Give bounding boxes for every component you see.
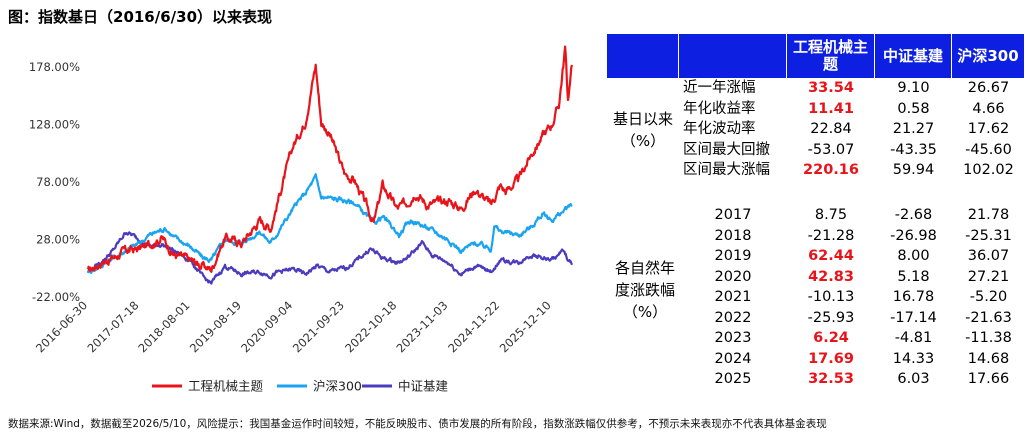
x-tick-label: 2020-09-04 [238, 298, 295, 355]
x-tick-label: 2019-08-19 [187, 298, 244, 355]
page-title: 图：指数基日（2016/6/30）以来表现 [8, 8, 273, 26]
row-label: 2023 [714, 330, 752, 346]
x-tick-label: 2022-10-18 [342, 298, 399, 355]
legend-label: 工程机械主题 [188, 379, 264, 394]
x-tick-label: 2023-11-03 [393, 298, 450, 355]
value-cell: -5.20 [969, 289, 1008, 305]
value-cell: -4.81 [894, 330, 933, 346]
x-tick-label: 2025-12-10 [497, 298, 554, 355]
value-cell: 14.33 [892, 350, 935, 367]
table-header-cell: 沪深300 [952, 34, 1025, 78]
series-line-1 [86, 173, 573, 274]
row-label: 区间最大回撤 [683, 141, 770, 158]
footer-note: 数据来源:Wind，数据截至2026/5/10，风险提示：我国基金运作时间较短，… [8, 418, 827, 430]
value-cell: -21.28 [807, 227, 855, 244]
y-tick-label: 78.00% [36, 175, 80, 189]
group-label: 各自然年度涨跌幅（%） [614, 259, 675, 321]
value-cell: 6.24 [813, 330, 849, 346]
value-cell: 102.02 [963, 162, 1014, 178]
value-cell: 9.10 [897, 80, 930, 96]
value-cell: 21.78 [967, 207, 1010, 223]
x-tick-label: 2016-06-30 [33, 298, 90, 355]
value-cell: 33.54 [808, 80, 854, 96]
value-cell: 16.78 [892, 289, 935, 305]
value-cell: -43.35 [890, 141, 937, 158]
x-tick-label: 2021-09-23 [290, 298, 347, 355]
value-cell: -21.63 [965, 309, 1012, 326]
value-cell: 0.58 [897, 100, 930, 117]
row-label: 2022 [714, 309, 752, 326]
row-label: 2018 [714, 227, 752, 244]
table-header-cell [679, 34, 787, 78]
row-label: 区间最大涨幅 [683, 162, 770, 178]
value-cell: -10.13 [807, 289, 855, 305]
value-cell: 17.66 [967, 371, 1010, 387]
group-label: 基日以来（%） [612, 110, 673, 150]
value-cell: -53.07 [807, 141, 855, 158]
value-cell: -26.98 [890, 227, 937, 244]
table-header-cell: 中证基建 [875, 34, 952, 78]
value-cell: 11.41 [808, 100, 854, 117]
row-label: 2025 [714, 371, 752, 387]
table-header-cell: 工程机械主题 [787, 34, 875, 78]
legend-label: 沪深300 [313, 379, 362, 394]
value-cell: 36.07 [967, 248, 1010, 264]
line-chart: 178.00% 128.00% 78.00% 28.00% -22.00% 2016-0… [29, 45, 574, 394]
value-cell: 220.16 [803, 162, 859, 178]
y-tick-label: -22.00% [32, 290, 80, 304]
row-label: 2024 [714, 350, 752, 367]
value-cell: 21.27 [892, 121, 935, 137]
row-label: 2017 [714, 207, 752, 223]
value-cell: 6.03 [897, 371, 930, 387]
value-cell: 42.83 [808, 268, 854, 285]
x-tick-label: 2024-11-22 [445, 298, 502, 355]
row-label: 年化波动率 [683, 121, 756, 137]
row-label: 近一年涨幅 [683, 80, 756, 96]
value-cell: 5.18 [897, 268, 930, 285]
legend-label: 中证基建 [398, 379, 449, 394]
value-cell: 26.67 [967, 80, 1010, 96]
value-cell: -45.60 [965, 141, 1012, 158]
y-tick-label: 178.00% [29, 60, 80, 74]
value-cell: 22.84 [810, 121, 852, 137]
value-cell: 4.66 [972, 100, 1005, 117]
row-label: 2020 [714, 268, 752, 285]
value-cell: 17.62 [967, 121, 1010, 137]
value-cell: -11.38 [965, 330, 1012, 346]
value-cell: 62.44 [808, 248, 854, 264]
value-cell: 27.21 [967, 268, 1010, 285]
value-cell: -17.14 [890, 309, 937, 326]
value-cell: 59.94 [892, 162, 935, 178]
value-cell: 8.00 [897, 248, 930, 264]
y-tick-label: 28.00% [36, 233, 80, 247]
series-line-0 [86, 45, 574, 273]
value-cell: -2.68 [894, 207, 933, 223]
value-cell: 14.68 [967, 350, 1010, 367]
table-header-cell [607, 34, 679, 78]
x-tick-label: 2018-08-01 [135, 298, 192, 355]
row-label: 2021 [714, 289, 752, 305]
x-tick-label: 2017-07-18 [84, 298, 141, 355]
value-cell: -25.93 [807, 309, 855, 326]
value-cell: 8.75 [814, 207, 848, 223]
value-cell: 32.53 [808, 371, 854, 387]
value-cell: 17.69 [808, 350, 854, 367]
value-cell: -25.31 [965, 227, 1012, 244]
y-tick-label: 128.00% [29, 118, 80, 132]
row-label: 2019 [714, 248, 752, 264]
row-label: 年化收益率 [683, 100, 756, 117]
